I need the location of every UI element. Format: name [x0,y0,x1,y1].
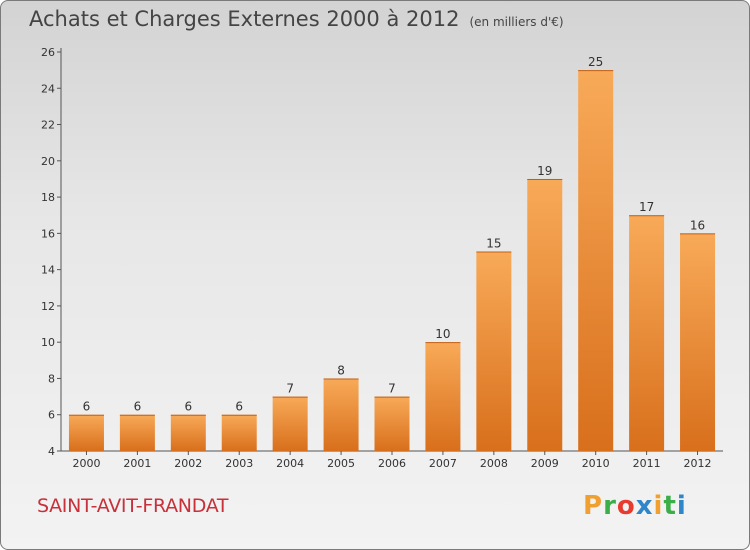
chart-title: Achats et Charges Externes 2000 à 2012 (e… [29,7,564,31]
data-label: 8 [337,363,345,377]
commune-name: SAINT-AVIT-FRANDAT [37,495,229,517]
x-tick-label: 2004 [276,457,304,470]
bar [578,70,614,452]
chart-subtitle: (en milliers d'€) [469,15,564,29]
y-tick-label: 26 [41,46,55,59]
bar [323,378,359,451]
x-tick-label: 2009 [531,457,559,470]
x-tick-label: 2012 [684,457,712,470]
logo-letter: x [635,491,654,521]
data-label: 10 [435,327,450,341]
bar [374,396,410,451]
bar [221,414,257,451]
y-tick-label: 10 [41,336,55,349]
bar [476,251,512,451]
data-label: 6 [134,400,142,414]
y-tick-label: 8 [48,372,55,385]
x-tick-label: 2002 [174,457,202,470]
bar [119,414,155,451]
bar [629,215,665,451]
data-label: 6 [83,400,91,414]
bar [272,396,308,451]
data-label: 17 [639,200,654,214]
x-tick-label: 2011 [633,457,661,470]
y-tick-label: 12 [41,300,55,313]
x-tick-label: 2008 [480,457,508,470]
y-tick-label: 4 [48,445,55,458]
chart-title-text: Achats et Charges Externes 2000 à 2012 [29,7,460,31]
logo-letter: i [676,491,687,521]
y-tick-label: 20 [41,155,55,168]
proxiti-logo: Proxiti [583,491,687,521]
x-tick-label: 2000 [72,457,100,470]
logo-letter: t [663,491,677,521]
y-tick-label: 22 [41,119,55,132]
x-tick-label: 2003 [225,457,253,470]
plot-area: 4 6 8 10 12 14 16 18 20 22 24 26 6 2000 6 2001 6 2002 6 200… [41,46,723,470]
data-label: 7 [286,382,294,396]
y-tick-label: 6 [48,409,55,422]
bar [170,414,206,451]
y-tick-label: 14 [41,264,55,277]
logo-letter: P [583,491,604,521]
bar [425,342,461,451]
y-tick-label: 18 [41,191,55,204]
data-label: 7 [388,382,396,396]
x-tick-label: 2007 [429,457,457,470]
logo-letter: r [603,491,617,521]
x-tick-label: 2010 [582,457,610,470]
x-tick-label: 2006 [378,457,406,470]
bar [680,233,716,451]
y-tick-label: 24 [41,82,55,95]
data-label: 25 [588,55,603,69]
x-tick-label: 2001 [123,457,151,470]
data-label: 15 [486,237,501,251]
logo-letter: i [653,491,664,521]
bar [527,178,563,452]
data-label: 6 [184,400,192,414]
bar [68,414,104,451]
data-label: 6 [235,400,243,414]
logo-letter: o [616,491,636,521]
data-label: 16 [690,218,705,232]
x-tick-label: 2005 [327,457,355,470]
y-tick-label: 16 [41,227,55,240]
data-label: 19 [537,164,552,178]
